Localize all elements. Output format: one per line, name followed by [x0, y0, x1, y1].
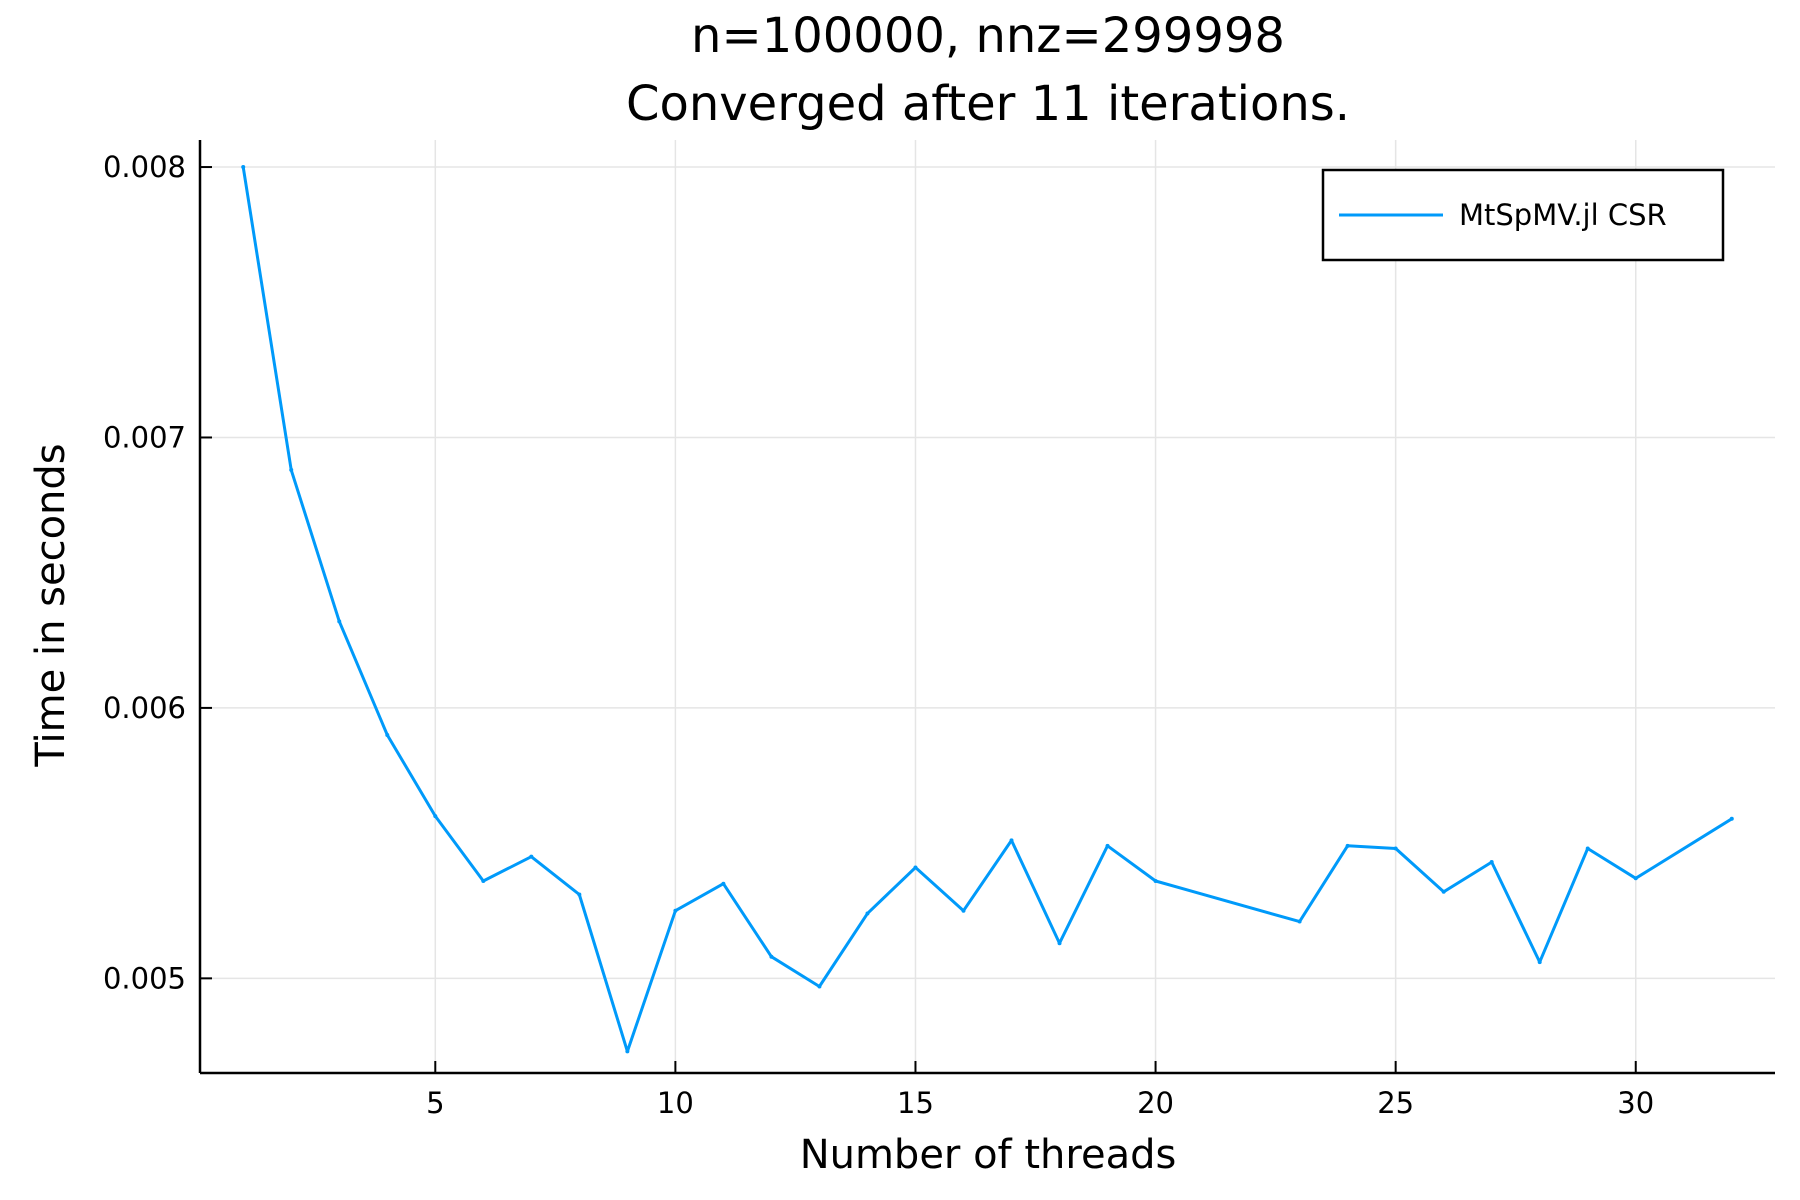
data-point [769, 954, 774, 959]
data-point [1537, 960, 1542, 965]
data-point [481, 878, 486, 883]
data-point [817, 984, 822, 989]
data-point [1489, 860, 1494, 865]
y-tick-label: 0.008 [103, 150, 186, 184]
data-point [1105, 843, 1110, 848]
data-point [1633, 876, 1638, 881]
y-axis-label: Time in seconds [28, 443, 74, 767]
series-layer [241, 165, 1734, 1054]
data-point [385, 732, 390, 737]
data-point [961, 908, 966, 913]
data-point [1345, 843, 1350, 848]
data-point [865, 911, 870, 916]
legend-entry: MtSpMV.jl CSR [1459, 198, 1667, 232]
data-point [1441, 889, 1446, 894]
y-tick-label: 0.005 [103, 961, 186, 995]
series-line [241, 166, 1733, 1053]
x-tick-label: 10 [657, 1086, 694, 1120]
data-point [1585, 846, 1590, 851]
axes: 5 10 15 20 25 30 0.005 0.006 0.007 0.008 [103, 140, 1775, 1120]
grid [200, 140, 1775, 1073]
x-tick-label: 5 [426, 1086, 444, 1120]
x-tick-label: 20 [1137, 1086, 1174, 1120]
data-point [721, 881, 726, 886]
data-point [529, 854, 534, 859]
data-point [433, 814, 438, 819]
x-axis-label: Number of threads [800, 1132, 1177, 1178]
x-tick-label: 15 [897, 1086, 934, 1120]
chart-title: n=100000, nnz=299998 [691, 8, 1285, 64]
y-tick-label: 0.007 [103, 420, 186, 454]
data-point [1297, 919, 1302, 924]
data-point [1393, 846, 1398, 851]
x-tick-label: 25 [1377, 1086, 1414, 1120]
data-point [913, 865, 918, 870]
data-point [1057, 941, 1062, 946]
data-point [673, 908, 678, 913]
data-point [1009, 838, 1014, 843]
data-point [577, 892, 582, 897]
data-point [337, 619, 342, 624]
data-point [241, 165, 246, 170]
data-point [1153, 878, 1158, 883]
chart-subtitle: Converged after 11 iterations. [626, 76, 1350, 132]
data-point [625, 1049, 630, 1054]
x-tick-label: 30 [1617, 1086, 1654, 1120]
data-point [1729, 816, 1734, 821]
y-tick-label: 0.006 [103, 691, 186, 725]
legend: MtSpMV.jl CSR [1321, 168, 1725, 262]
data-point [289, 467, 294, 472]
